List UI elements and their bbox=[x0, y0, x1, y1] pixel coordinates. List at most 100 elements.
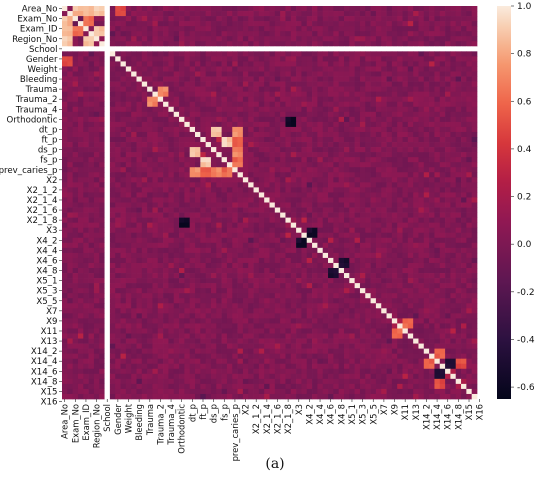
heatmap-cell bbox=[163, 111, 169, 118]
heatmap-cell bbox=[67, 268, 73, 274]
heatmap-cell bbox=[237, 81, 244, 87]
heatmap-cell bbox=[99, 81, 105, 87]
heatmap-cell bbox=[237, 187, 244, 193]
heatmap-cell bbox=[391, 207, 398, 213]
heatmap-cell bbox=[72, 61, 79, 67]
heatmap-cell bbox=[195, 167, 201, 173]
heatmap-cell bbox=[301, 51, 308, 57]
heatmap-cell bbox=[413, 66, 419, 72]
heatmap-cell bbox=[226, 303, 233, 309]
heatmap-cell bbox=[88, 303, 95, 309]
heatmap-cell bbox=[120, 31, 127, 37]
heatmap-cell bbox=[471, 116, 478, 123]
heatmap-cell bbox=[157, 51, 164, 57]
heatmap-cell bbox=[141, 81, 148, 87]
heatmap-cell bbox=[200, 121, 206, 128]
heatmap-cell bbox=[141, 217, 148, 224]
heatmap-cell bbox=[338, 308, 345, 314]
heatmap-cell bbox=[168, 323, 175, 329]
heatmap-cell bbox=[136, 262, 143, 269]
heatmap-cell bbox=[391, 116, 398, 123]
heatmap-cell bbox=[242, 31, 249, 37]
heatmap-cell bbox=[450, 21, 457, 27]
heatmap-cell bbox=[67, 21, 73, 27]
heatmap-cell bbox=[402, 202, 409, 208]
heatmap-cell bbox=[423, 293, 430, 299]
heatmap-cell bbox=[232, 126, 238, 133]
heatmap-cell bbox=[375, 71, 382, 77]
heatmap-cell bbox=[301, 273, 308, 279]
heatmap-cell bbox=[88, 26, 95, 32]
heatmap-cell bbox=[120, 232, 127, 239]
heatmap-cell bbox=[434, 51, 441, 57]
heatmap-cell bbox=[168, 283, 175, 289]
heatmap-cell bbox=[168, 106, 175, 113]
heatmap-cell bbox=[221, 36, 228, 42]
heatmap-cell bbox=[343, 212, 350, 218]
heatmap-cell bbox=[109, 111, 116, 118]
heatmap-cell bbox=[418, 41, 425, 47]
heatmap-cell bbox=[258, 41, 265, 47]
heatmap-cell bbox=[418, 293, 425, 299]
heatmap-cell bbox=[461, 96, 467, 103]
heatmap-cell bbox=[93, 96, 100, 103]
heatmap-cell bbox=[322, 66, 329, 72]
heatmap-cell bbox=[370, 207, 377, 213]
heatmap-cell bbox=[370, 157, 377, 163]
heatmap-cell bbox=[258, 26, 265, 32]
heatmap-cell bbox=[322, 36, 329, 42]
heatmap-cell bbox=[67, 182, 73, 188]
heatmap-cell bbox=[365, 252, 371, 259]
heatmap-cell bbox=[93, 257, 100, 264]
heatmap-cell bbox=[179, 147, 185, 153]
heatmap-cell bbox=[152, 91, 159, 98]
heatmap-cell bbox=[391, 101, 398, 108]
heatmap-cell bbox=[285, 41, 292, 47]
heatmap-cell bbox=[189, 71, 196, 77]
heatmap-cell bbox=[216, 46, 222, 52]
heatmap-cell bbox=[391, 152, 398, 158]
heatmap-cell bbox=[359, 262, 366, 269]
heatmap-cell bbox=[461, 207, 467, 213]
heatmap-cell bbox=[77, 91, 84, 98]
heatmap-cell bbox=[439, 172, 446, 178]
heatmap-cell bbox=[365, 177, 371, 183]
heatmap-cell bbox=[338, 207, 345, 213]
heatmap-cell bbox=[328, 142, 334, 148]
heatmap-cell bbox=[248, 11, 254, 17]
heatmap-cell bbox=[290, 51, 297, 57]
heatmap-cell bbox=[77, 61, 84, 67]
heatmap-cell bbox=[370, 16, 377, 22]
heatmap-cell bbox=[179, 207, 185, 213]
heatmap-cell bbox=[370, 177, 377, 183]
heatmap-cell bbox=[290, 11, 297, 17]
heatmap-cell bbox=[301, 131, 308, 138]
heatmap-cell bbox=[189, 278, 196, 284]
heatmap-cell bbox=[285, 283, 292, 289]
heatmap-cell bbox=[179, 262, 185, 269]
heatmap-cell bbox=[248, 51, 254, 57]
heatmap-cell bbox=[317, 106, 324, 113]
heatmap-cell bbox=[163, 91, 169, 98]
heatmap-cell bbox=[173, 247, 180, 254]
heatmap-cell bbox=[407, 242, 414, 249]
heatmap-cell bbox=[152, 167, 159, 173]
heatmap-cell bbox=[280, 298, 286, 304]
heatmap-cell bbox=[242, 76, 249, 82]
heatmap-cell bbox=[280, 126, 286, 133]
heatmap-cell bbox=[104, 111, 111, 118]
heatmap-cell bbox=[338, 212, 345, 218]
heatmap-cell bbox=[179, 197, 185, 203]
heatmap-cell bbox=[168, 217, 175, 224]
heatmap-cell bbox=[397, 187, 403, 193]
heatmap-cell bbox=[216, 71, 222, 77]
heatmap-cell bbox=[200, 31, 206, 37]
heatmap-cell bbox=[359, 31, 366, 37]
heatmap-cell bbox=[296, 41, 302, 47]
heatmap-cell bbox=[253, 11, 260, 17]
heatmap-cell bbox=[301, 126, 308, 133]
heatmap-cell bbox=[370, 46, 377, 52]
heatmap-cell bbox=[248, 323, 254, 329]
heatmap-cell bbox=[354, 116, 361, 123]
heatmap-cell bbox=[179, 237, 185, 244]
